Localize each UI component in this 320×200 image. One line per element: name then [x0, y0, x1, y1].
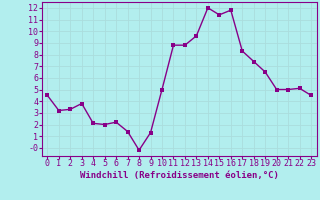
X-axis label: Windchill (Refroidissement éolien,°C): Windchill (Refroidissement éolien,°C)	[80, 171, 279, 180]
